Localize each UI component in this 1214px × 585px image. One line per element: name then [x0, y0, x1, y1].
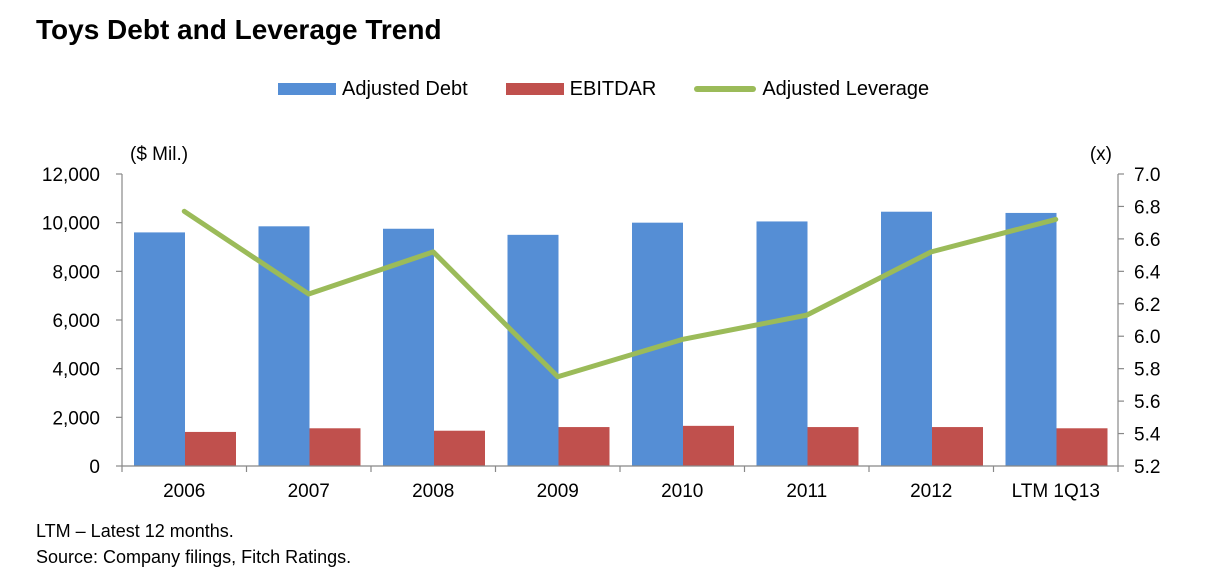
- y-left-tick-label: 0: [89, 457, 100, 478]
- y-right-axis-label: (x): [1090, 144, 1112, 165]
- y-left-axis-label: ($ Mil.): [130, 144, 188, 165]
- legend-label-adjusted-leverage: Adjusted Leverage: [762, 77, 930, 100]
- bar-ebitdar-2006: [185, 431, 236, 466]
- legend: Adjusted Debt EBITDAR Adjusted Leverage: [278, 76, 967, 102]
- legend-label-ebitdar: EBITDAR: [569, 77, 657, 100]
- chart-notes: LTM – Latest 12 months. Source: Company …: [36, 518, 351, 570]
- legend-swatch-adjusted-leverage: [694, 86, 757, 92]
- y-right-tick-label: 5.4: [1134, 425, 1161, 446]
- note-source: Source: Company filings, Fitch Ratings.: [36, 547, 352, 567]
- legend-swatch-ebitdar: [505, 83, 564, 95]
- legend-item-adjusted-leverage: Adjusted Leverage: [694, 78, 929, 101]
- bar-adjusted-debt-2011: [756, 221, 808, 466]
- y-left-tick-label: 8,000: [52, 262, 100, 283]
- y-right-tick-label: 5.2: [1134, 457, 1160, 478]
- legend-label-adjusted-debt: Adjusted Debt: [342, 77, 468, 100]
- y-right-tick-label: 7.0: [1134, 165, 1160, 186]
- y-right-tick-label: 6.4: [1134, 262, 1161, 283]
- bar-ebitdar-2012: [932, 427, 983, 466]
- y-right-tick-label: 6.2: [1134, 295, 1160, 316]
- x-tick-label: LTM 1Q13: [1012, 481, 1100, 502]
- legend-item-ebitdar: EBITDAR: [505, 77, 657, 101]
- note-ltm: LTM – Latest 12 months.: [36, 521, 234, 541]
- y-left-tick-label: 2,000: [52, 408, 100, 429]
- y-right-tick-label: 6.6: [1134, 230, 1160, 251]
- bar-adjusted-debt-2007: [258, 226, 310, 466]
- line-adjusted-leverage: [181, 208, 1059, 380]
- bar-adjusted-debt-2012: [881, 211, 932, 466]
- bar-ebitdar-2008: [434, 430, 485, 466]
- x-tick-label: 2011: [786, 481, 827, 502]
- bar-ebitdar-ltm-1q13: [1056, 428, 1108, 466]
- bar-adjusted-debt-ltm-1q13: [1005, 212, 1057, 466]
- bar-ebitdar-2010: [683, 425, 734, 466]
- bar-adjusted-debt-2006: [134, 232, 185, 466]
- y-right-tick-label: 6.8: [1134, 197, 1160, 218]
- bar-ebitdar-2007: [309, 428, 361, 466]
- x-tick-label: 2009: [537, 481, 579, 502]
- y-left-tick-label: 6,000: [52, 311, 100, 332]
- bar-ebitdar-2009: [558, 427, 610, 466]
- x-tick-label: 2010: [661, 481, 703, 502]
- y-left-tick-label: 10,000: [42, 214, 100, 235]
- legend-swatch-adjusted-debt: [278, 83, 336, 95]
- bar-ebitdar-2011: [807, 427, 859, 466]
- x-tick-label: 2006: [163, 481, 205, 502]
- y-left-tick-label: 12,000: [42, 165, 100, 186]
- y-right-tick-label: 5.6: [1134, 392, 1160, 413]
- x-tick-label: 2007: [288, 481, 330, 502]
- y-left-tick-label: 4,000: [52, 360, 100, 381]
- y-right-tick-label: 6.0: [1134, 327, 1160, 348]
- y-right-tick-label: 5.8: [1134, 360, 1160, 381]
- legend-item-adjusted-debt: Adjusted Debt: [278, 78, 468, 101]
- chart-title: Toys Debt and Leverage Trend: [36, 14, 442, 45]
- x-tick-label: 2008: [412, 481, 454, 502]
- x-tick-label: 2012: [910, 481, 952, 502]
